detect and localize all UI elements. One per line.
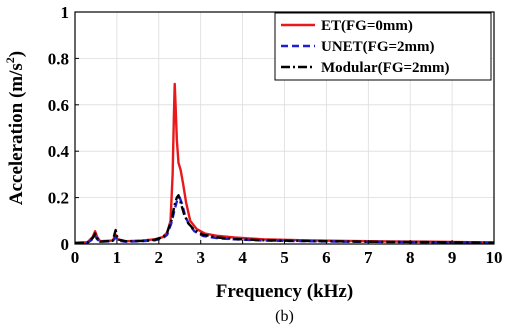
y-axis-title-sup: 2: [3, 57, 17, 63]
x-tick-label: 3: [196, 248, 205, 267]
legend-label: Modular(FG=2mm): [321, 60, 450, 76]
x-tick-label: 10: [486, 248, 503, 267]
x-axis-title: Frequency (kHz): [216, 281, 353, 302]
x-tick-label: 0: [71, 248, 80, 267]
x-tick-label: 7: [364, 248, 373, 267]
legend: ET(FG=0mm) UNET(FG=2mm) Modular(FG=2mm): [274, 12, 492, 81]
x-tick-label: 8: [406, 248, 415, 267]
x-tick-label: 9: [448, 248, 457, 267]
y-tick-label: 0.8: [48, 49, 69, 68]
x-tick-label: 1: [113, 248, 122, 267]
y-tick-label: 1: [61, 3, 70, 22]
y-axis-title: Acceleration (m/s2): [3, 51, 27, 205]
y-axis-title-end: ): [6, 51, 27, 57]
y-axis-ticks: 0 0.2 0.4 0.6 0.8 1: [48, 3, 79, 254]
x-tick-label: 5: [280, 248, 289, 267]
series-line: [74, 196, 495, 245]
x-tick-label: 4: [238, 248, 247, 267]
series-line: [74, 194, 495, 245]
y-tick-label: 0.2: [48, 189, 69, 208]
y-axis-title-main: Acceleration (m/s: [6, 63, 27, 205]
x-axis-ticks: 0 1 2 3 4 5 6 7 8 9 10: [71, 240, 503, 267]
x-tick-label: 2: [155, 248, 164, 267]
y-tick-label: 0.4: [48, 142, 70, 161]
y-tick-label: 0.6: [48, 96, 69, 115]
subfigure-label: (b): [275, 308, 294, 325]
legend-label: ET(FG=0mm): [321, 18, 413, 34]
series-lines: [74, 82, 495, 245]
x-tick-label: 6: [322, 248, 331, 267]
legend-label: UNET(FG=2mm): [321, 39, 435, 55]
y-tick-label: 0: [61, 235, 70, 254]
